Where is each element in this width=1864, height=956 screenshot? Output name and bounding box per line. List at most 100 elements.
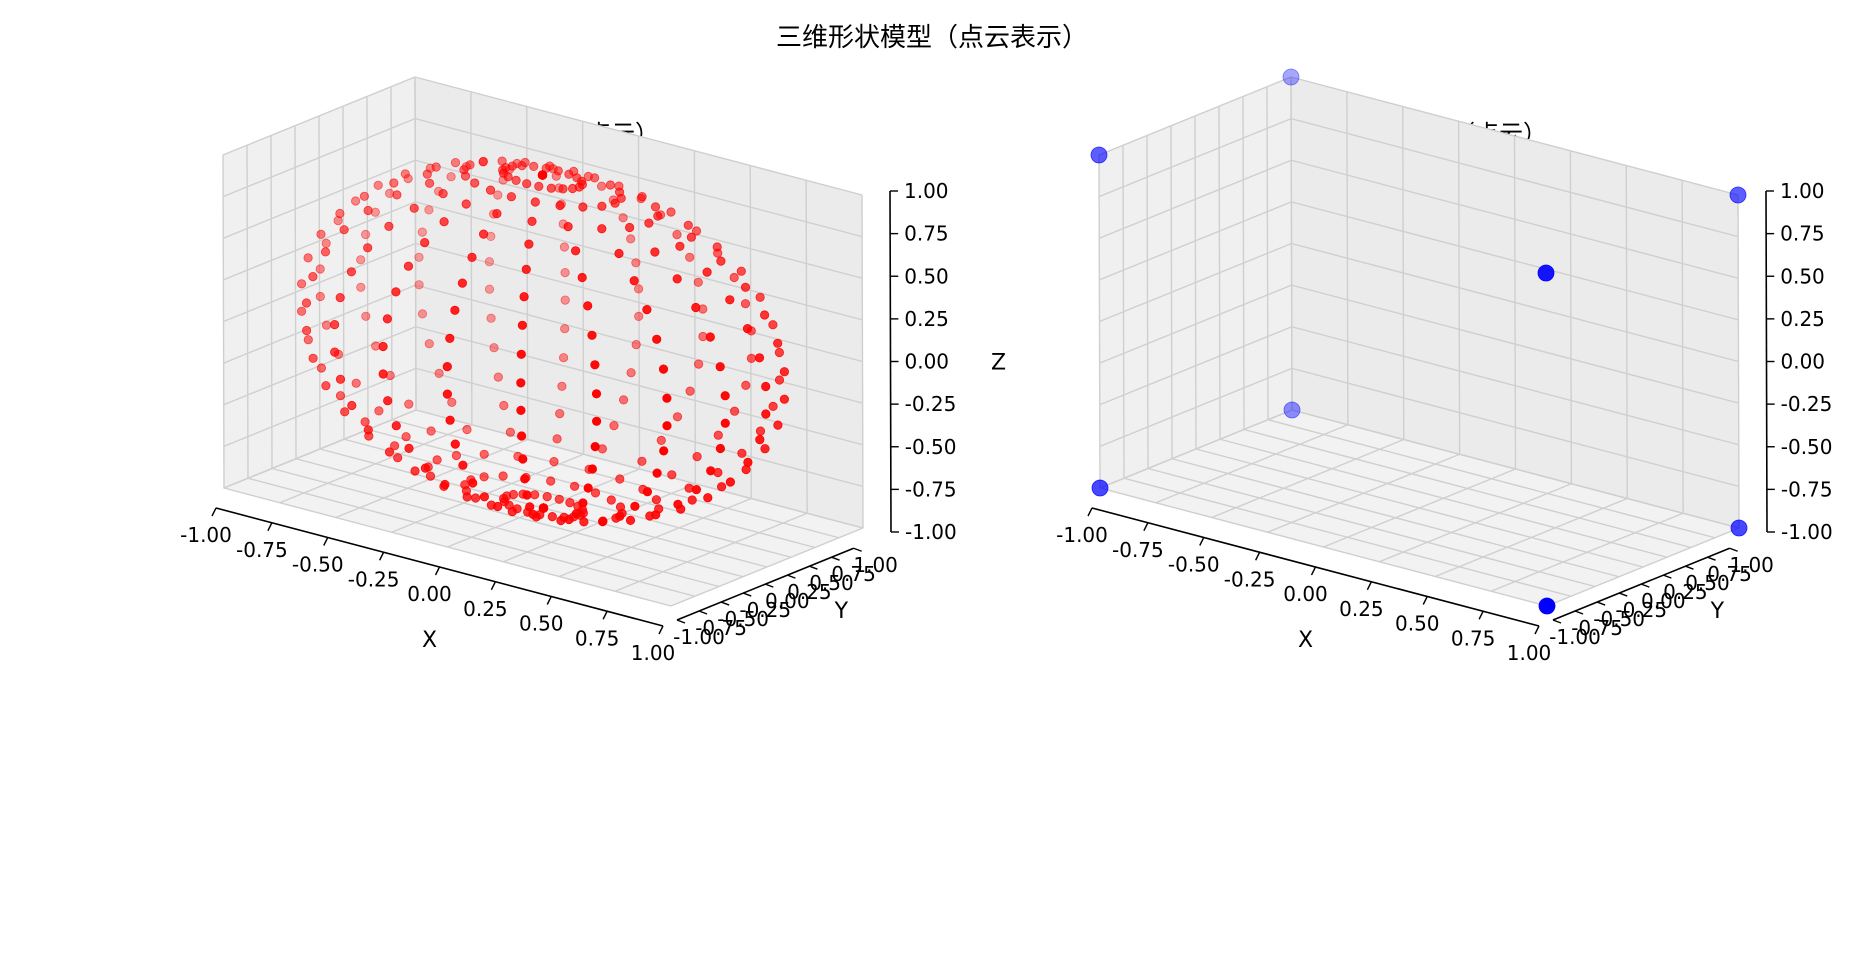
data-point <box>434 368 444 378</box>
data-point <box>492 209 502 219</box>
data-point <box>686 232 697 242</box>
y-tick-label: -1.00 <box>673 625 725 649</box>
data-point <box>339 225 349 235</box>
data-point <box>556 515 566 526</box>
x-tick-label: -0.25 <box>1224 567 1276 591</box>
data-point <box>450 305 460 315</box>
data-point <box>384 221 394 231</box>
data-point <box>597 224 607 234</box>
data-point <box>450 439 460 449</box>
data-point <box>633 284 644 294</box>
y-tick-label: 0.00 <box>1641 589 1686 613</box>
z-tick-label: 0.25 <box>904 307 949 331</box>
cube-subplot: 三维形状：立方体（点云）-1.00-0.75-0.50-0.250.000.25… <box>1056 68 1833 665</box>
x-tick-mark <box>267 522 273 532</box>
data-point <box>404 443 414 453</box>
data-point <box>479 472 489 482</box>
data-point <box>706 466 716 476</box>
x-tick-mark <box>602 610 608 620</box>
data-point <box>716 256 726 266</box>
tick-labels: -1.00-0.75-0.50-0.250.000.250.500.751.00… <box>1056 179 1833 665</box>
x-axis-label: X <box>422 628 437 653</box>
data-point <box>687 495 697 505</box>
data-point <box>1730 519 1748 537</box>
z-axis-label: Z <box>991 351 1006 376</box>
data-point <box>555 408 565 419</box>
y-tick-label: 1.00 <box>853 553 898 577</box>
z-tick-label: 1.00 <box>904 179 949 203</box>
data-point <box>439 217 449 227</box>
data-point <box>644 218 654 228</box>
data-point <box>499 400 509 411</box>
data-point <box>578 202 588 212</box>
data-point <box>685 252 695 262</box>
data-point <box>389 441 400 451</box>
x-axis-label: X <box>1298 628 1313 653</box>
data-point <box>521 264 531 274</box>
data-point <box>702 267 712 277</box>
data-point <box>729 272 739 283</box>
data-point <box>631 258 641 268</box>
x-tick-label: 0.25 <box>1339 597 1384 621</box>
data-point <box>672 274 682 284</box>
data-point <box>384 447 395 457</box>
data-point <box>560 324 570 334</box>
data-point <box>773 338 783 348</box>
data-point <box>493 372 503 382</box>
y-tick-mark <box>809 565 818 570</box>
data-point <box>720 391 730 401</box>
data-point <box>740 282 751 292</box>
data-point <box>438 189 448 199</box>
data-point <box>442 389 452 399</box>
data-point <box>485 185 496 195</box>
data-point <box>675 241 685 251</box>
y-tick-label: 1.00 <box>1729 553 1774 577</box>
data-point <box>360 417 370 427</box>
data-point <box>692 451 702 462</box>
data-point <box>587 464 598 474</box>
data-point <box>516 378 526 388</box>
x-tick-mark <box>546 596 552 605</box>
data-point <box>451 450 461 461</box>
data-point <box>652 334 662 344</box>
y-tick-mark <box>698 610 708 615</box>
data-point <box>465 160 475 170</box>
y-tick-mark <box>831 556 840 561</box>
y-tick-label: -0.75 <box>695 616 747 640</box>
data-point <box>553 166 563 176</box>
data-point <box>650 202 661 212</box>
data-point <box>308 353 318 363</box>
x-tick-mark <box>490 581 497 591</box>
x-tick-mark <box>658 625 664 635</box>
data-point <box>424 205 434 215</box>
y-tick-mark <box>765 583 774 588</box>
x-tick-label: 0.50 <box>519 612 564 636</box>
data-point <box>360 229 371 240</box>
data-point <box>393 453 403 463</box>
data-point <box>316 229 326 239</box>
data-point <box>420 463 430 473</box>
data-point <box>330 347 340 357</box>
data-point <box>626 234 636 244</box>
y-tick-mark <box>1596 601 1606 606</box>
data-point <box>725 295 735 305</box>
data-point <box>479 492 489 502</box>
data-point <box>615 511 625 521</box>
data-point <box>432 455 442 465</box>
y-tick-mark <box>853 547 862 552</box>
data-point <box>503 172 513 182</box>
data-point <box>597 516 608 527</box>
data-point <box>650 247 660 257</box>
data-point <box>403 174 413 184</box>
data-point <box>742 323 753 334</box>
data-point <box>651 510 661 520</box>
data-point <box>578 498 588 508</box>
data-point <box>315 291 325 302</box>
data-point <box>606 495 616 505</box>
data-point <box>583 301 593 311</box>
data-point <box>468 478 478 488</box>
y-tick-label: -0.75 <box>1571 616 1623 640</box>
data-point <box>425 471 436 481</box>
data-point <box>559 242 570 252</box>
x-tick-mark <box>1478 610 1484 620</box>
